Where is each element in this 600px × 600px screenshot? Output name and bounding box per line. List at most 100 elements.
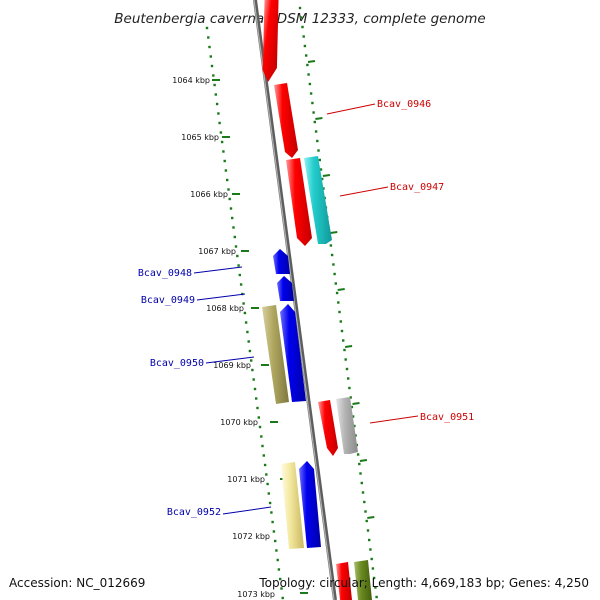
ring-dot [317, 149, 320, 152]
ring-dot [277, 568, 281, 571]
genome-backbone [253, 0, 337, 600]
ring-dot [238, 273, 241, 277]
ring-dot [205, 26, 209, 30]
gene-arrow-olive[interactable] [262, 305, 289, 404]
ring-dot [308, 82, 312, 86]
ring-dot [220, 140, 224, 144]
gene-arrow-green[interactable] [354, 560, 372, 600]
ring-dot [258, 425, 262, 429]
ring-dot [255, 397, 258, 400]
ring-dot [252, 378, 255, 381]
ring-dot [356, 453, 360, 456]
ring-dot [243, 311, 247, 315]
ring-dot [263, 463, 267, 467]
gene-arrow-blue[interactable] [273, 249, 290, 274]
tick-label: 1071 kbp [227, 475, 265, 484]
tick-label: 1069 kbp [213, 361, 251, 370]
ring-dot [229, 207, 233, 210]
ring-dot [280, 587, 283, 590]
ring-dash [337, 288, 345, 291]
ring-dot [361, 491, 365, 494]
ring-dot [223, 159, 226, 163]
ring-dot [307, 73, 310, 76]
gene-arrow-red[interactable] [318, 400, 338, 456]
ring-dash [359, 459, 368, 462]
ring-dot [302, 35, 305, 38]
gene-arrow-blue[interactable] [277, 276, 294, 301]
gene-label-bcav-0950[interactable]: Bcav_0950 [150, 358, 204, 369]
gene-arrow-red[interactable] [274, 83, 298, 158]
ring-dot [242, 302, 245, 305]
ring-dash [352, 402, 360, 405]
ring-dot [364, 510, 367, 513]
gene-arrow-red[interactable] [286, 158, 312, 246]
ring-dash [307, 60, 316, 63]
ring-dot [350, 405, 354, 409]
gene-arrow-red[interactable] [253, 0, 287, 82]
ring-dot [237, 264, 240, 267]
ring-dot [360, 481, 363, 485]
ring-dot [257, 416, 260, 419]
ring-dot [347, 377, 350, 380]
ring-dot [332, 263, 335, 266]
ring-dash [330, 231, 338, 234]
ring-dot [348, 386, 351, 390]
tick-label: 1066 kbp [190, 190, 228, 199]
ring-dot [276, 558, 279, 562]
gene-labels: Bcav_0946 Bcav_0947 Bcav_0948 Bcav_0949 … [138, 99, 474, 518]
ring-dot [345, 367, 349, 371]
gene-arrow-cyan[interactable] [304, 156, 332, 244]
ring-dot [322, 187, 325, 190]
ring-dot [281, 596, 284, 600]
ring-dot [374, 586, 377, 589]
ring-dot [236, 254, 239, 258]
gene-arrow-red[interactable] [336, 562, 352, 600]
gene-label-bcav-0947[interactable]: Bcav_0947 [390, 182, 444, 193]
ring-dot [349, 396, 352, 399]
tick-label: 1070 kbp [220, 418, 258, 427]
ring-dot [244, 321, 248, 324]
gene-arrow-blue[interactable] [299, 461, 321, 548]
ring-dot [319, 168, 323, 171]
ring-dot [321, 177, 324, 181]
ring-dot [239, 283, 243, 286]
ring-dot [209, 55, 212, 58]
ring-dot [213, 83, 216, 87]
tick-label: 1073 kbp [237, 590, 275, 599]
ring-dot [298, 6, 302, 10]
ring-dot [256, 406, 259, 410]
ring-dot [314, 130, 318, 133]
inner-dotted-ring [205, 26, 284, 600]
ring-dot [231, 216, 234, 220]
gene-arrow-yellow[interactable] [281, 462, 304, 549]
ring-dot [306, 63, 309, 67]
gene-label-bcav-0948[interactable]: Bcav_0948 [138, 268, 192, 279]
ring-dot [246, 330, 249, 334]
tick-label: 1072 kbp [232, 532, 270, 541]
ring-dot [227, 188, 230, 191]
ring-dot [363, 500, 366, 504]
gene-label-bcav-0946[interactable]: Bcav_0946 [377, 99, 431, 110]
gene-label-bcav-0952[interactable]: Bcav_0952 [167, 507, 221, 518]
gene-arrow-blue[interactable] [280, 304, 306, 402]
ring-dot [371, 567, 375, 570]
ring-dot [266, 482, 269, 486]
gene-label-bcav-0951[interactable]: Bcav_0951 [420, 412, 474, 423]
ring-dot [316, 139, 319, 143]
ring-dot [338, 310, 341, 314]
ring-dot [226, 178, 229, 182]
gene-arrow-gray[interactable] [336, 397, 358, 454]
ring-dot [233, 235, 236, 239]
ring-dash [367, 516, 375, 519]
ring-dot [369, 548, 372, 551]
ring-dot [334, 282, 337, 285]
ring-dash [315, 117, 323, 120]
ring-dot [222, 150, 225, 153]
ring-dot [330, 253, 334, 257]
ring-dot [300, 16, 303, 19]
ring-dot [275, 549, 278, 552]
ring-dot [248, 349, 252, 353]
ring-dot [370, 557, 373, 561]
ring-dot [279, 577, 282, 581]
gene-label-bcav-0949[interactable]: Bcav_0949 [141, 295, 195, 306]
